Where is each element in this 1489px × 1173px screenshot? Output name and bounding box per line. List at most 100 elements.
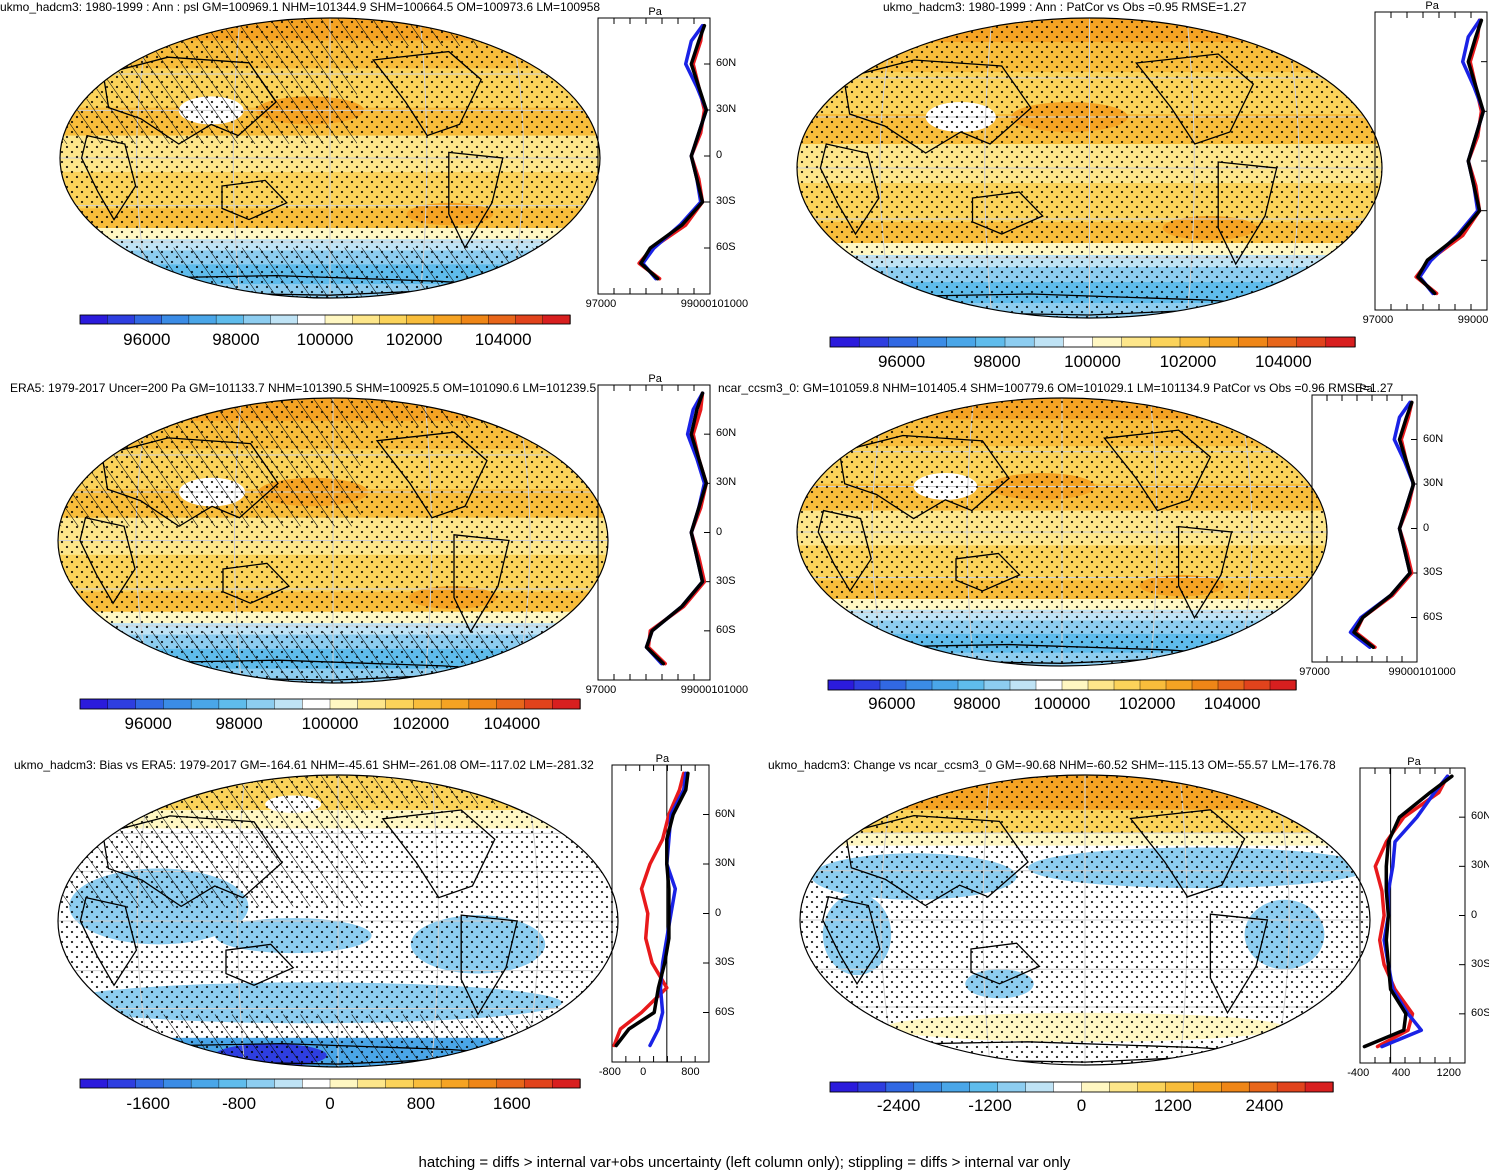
colorbar-swatch	[1248, 1081, 1278, 1093]
colorbar-swatch	[134, 314, 163, 325]
colorbar-tick-label: -800	[222, 1094, 257, 1113]
profile-line-blue	[648, 771, 688, 1048]
colorbar-tick-label: 1200	[1154, 1096, 1192, 1115]
colorbar-swatch	[552, 1078, 581, 1089]
colorbar-swatch	[385, 1078, 415, 1089]
colorbar-swatch	[215, 314, 245, 325]
colorbar-swatch	[888, 336, 919, 348]
profile-line-red	[1414, 18, 1484, 296]
panel-title-5: ukmo_hadcm3: Bias vs ERA5: 1979-2017 GM=…	[14, 758, 594, 772]
profile-x-tick-label: 97000	[1299, 666, 1330, 678]
latitude-tick-label: 30N	[716, 476, 737, 489]
colorbar-tick-label: 96000	[123, 330, 171, 349]
profile-x-tick-label: -400	[1347, 1067, 1370, 1079]
colorbar-swatch	[243, 314, 272, 325]
colorbar-4	[827, 679, 1297, 691]
latitude-tick-label: 60S	[716, 241, 736, 253]
colorbar-swatch	[496, 1078, 526, 1089]
profile-line-black	[639, 23, 709, 281]
colorbar-tick-label: 2400	[1245, 1096, 1284, 1115]
colorbar-swatch	[1004, 336, 1035, 348]
profile-x-tick-label: 800	[681, 1066, 700, 1078]
latitude-tick-label: 30S	[1471, 957, 1489, 970]
map-border	[57, 397, 609, 684]
latitude-tick-label: 0	[715, 906, 722, 919]
latitude-tick-label: 60S	[715, 1005, 735, 1018]
map-border	[59, 17, 601, 299]
profile-line-blue	[1380, 774, 1450, 1049]
profile-line-blue	[1418, 18, 1486, 296]
colorbar-swatch	[79, 314, 108, 325]
colorbar-swatch	[274, 698, 303, 710]
latitude-tick-label: 60N	[716, 427, 737, 440]
profile-unit-label: Pa	[1407, 756, 1421, 768]
colorbar-swatch	[1009, 679, 1037, 691]
latitude-tick-label: 0	[716, 149, 723, 161]
stippling-overlay	[797, 398, 1327, 666]
colorbar-swatch	[357, 698, 387, 710]
map-panel-5	[57, 774, 619, 1068]
colorbar-tick-label: 98000	[215, 714, 263, 733]
colorbar-swatch	[905, 679, 933, 691]
colorbar-swatch	[1238, 336, 1269, 348]
colorbar-swatch	[246, 698, 276, 710]
colorbar-swatch	[218, 698, 248, 710]
map-border	[57, 774, 619, 1068]
colorbar-tick-label: 104000	[483, 714, 541, 733]
colorbar-tick-label: 104000	[1255, 352, 1312, 371]
colorbar-swatch	[853, 679, 881, 691]
profile-line-red	[1373, 774, 1450, 1049]
colorbar-swatch	[829, 1081, 859, 1093]
colorbar-swatch	[969, 1081, 999, 1093]
colorbar-swatch	[329, 1078, 359, 1089]
latitude-tick-label: 30S	[715, 956, 735, 968]
colorbar-swatch	[917, 336, 948, 348]
colorbar-swatch	[329, 698, 359, 710]
colorbar-swatch	[297, 314, 326, 325]
colorbar-swatch	[1269, 679, 1297, 691]
colorbar-tick-label: 98000	[973, 352, 1021, 371]
stippling-overlay	[797, 18, 1382, 318]
colorbar-tick-label: 0	[325, 1094, 335, 1113]
colorbar-tick-label: 96000	[877, 352, 926, 371]
colorbar-swatch	[406, 314, 435, 325]
colorbar-swatch	[1087, 679, 1115, 691]
colorbar-1	[79, 314, 571, 325]
colorbar-swatch	[515, 314, 544, 325]
colorbar-swatch	[218, 1078, 248, 1089]
map-border	[799, 774, 1371, 1066]
colorbar-swatch	[79, 698, 109, 710]
colorbar-swatch	[135, 1078, 165, 1089]
colorbar-swatch	[1139, 679, 1167, 691]
colorbar-swatch	[324, 314, 353, 325]
colorbar-swatch	[913, 1081, 943, 1093]
latitude-tick-label: 30N	[715, 857, 736, 869]
colorbar-swatch	[957, 679, 985, 691]
colorbar-swatch	[488, 314, 517, 325]
colorbar-swatch	[190, 698, 220, 710]
latitude-tick-label: 60N	[1423, 432, 1444, 445]
colorbar-tick-label: 100000	[1064, 352, 1121, 371]
profile-unit-label: Pa	[648, 373, 662, 385]
colorbar-swatch	[270, 314, 299, 325]
colorbar-swatch	[440, 1078, 470, 1089]
colorbar-swatch	[1191, 679, 1219, 691]
colorbar-swatch	[931, 679, 959, 691]
colorbar-swatch	[1217, 679, 1245, 691]
colorbar-swatch	[524, 1078, 553, 1089]
profile-unit-label: Pa	[648, 6, 662, 18]
colorbar-swatch	[163, 698, 192, 710]
colorbar-tick-label: 104000	[474, 330, 532, 349]
latitude-tick-label: 60N	[715, 807, 736, 820]
colorbar-swatch	[1150, 336, 1181, 348]
latitude-tick-label: 30S	[716, 574, 736, 587]
colorbar-tick-label: 100000	[1033, 694, 1091, 713]
zonal-profile-3	[597, 384, 711, 681]
colorbar-swatch	[161, 314, 190, 325]
profile-x-tick-label: 99000101000	[680, 298, 749, 310]
colorbar-swatch	[829, 336, 860, 348]
colorbar-swatch	[1179, 336, 1210, 348]
latitude-tick-label: 30N	[1471, 859, 1489, 872]
colorbar-tick-label: 0	[1076, 1096, 1087, 1115]
